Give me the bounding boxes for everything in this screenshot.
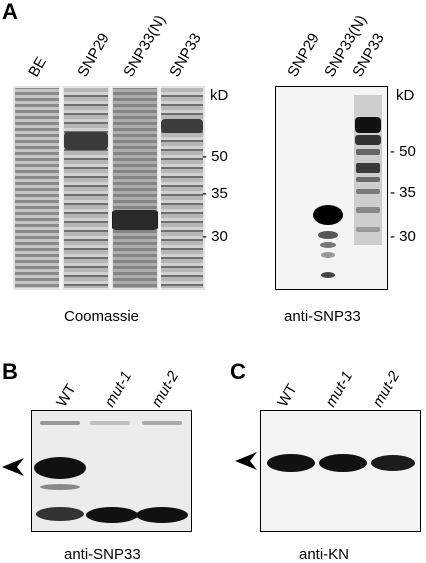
snp33-blot bbox=[275, 86, 388, 290]
gel-lane-snp33n bbox=[113, 88, 157, 288]
panel-c-lane-label-mut2: mut-2 bbox=[369, 368, 404, 410]
gel-marker-35: - 35 bbox=[202, 185, 228, 202]
band-kn-wt bbox=[267, 454, 315, 472]
blot-band-snp33n-minor bbox=[318, 231, 338, 239]
blot-caption: anti-SNP33 bbox=[284, 308, 361, 325]
blot-lane-label-snp29: SNP29 bbox=[284, 30, 323, 80]
coomassie-gel bbox=[13, 86, 205, 290]
panel-b-lane-label-wt: WT bbox=[53, 381, 80, 410]
band-kn-mut2 bbox=[371, 455, 415, 471]
band-top-wt bbox=[40, 421, 80, 425]
panel-c-caption: anti-KN bbox=[299, 546, 350, 563]
blot-band-snp33n-main bbox=[313, 205, 343, 225]
gel-caption: Coomassie bbox=[64, 308, 140, 325]
anti-snp33-mutant-blot bbox=[31, 410, 192, 532]
anti-kn-blot bbox=[260, 410, 421, 532]
gel-lane-label-be: BE bbox=[25, 54, 51, 80]
band-loading-mut2 bbox=[136, 507, 188, 523]
band-snp33-wt bbox=[34, 457, 86, 479]
band-loading-wt bbox=[36, 507, 84, 521]
panel-c-lane-label-mut1: mut-1 bbox=[322, 368, 357, 410]
blot-marker-35: - 35 bbox=[390, 184, 416, 201]
arrow-icon bbox=[2, 458, 24, 476]
gel-lane-be bbox=[15, 88, 59, 288]
blot-kd-label: kD bbox=[396, 87, 415, 104]
panel-c-letter: C bbox=[230, 359, 246, 384]
panel-b-letter: B bbox=[2, 359, 18, 384]
gel-kd-label: kD bbox=[210, 87, 229, 104]
gel-band-snp33n bbox=[111, 210, 159, 230]
gel-marker-50: - 50 bbox=[202, 148, 228, 165]
panel-b-caption: anti-SNP33 bbox=[64, 546, 141, 563]
gel-lane-label-snp29: SNP29 bbox=[74, 30, 113, 80]
panel-a-letter: A bbox=[2, 0, 18, 24]
panel-c-lane-label-wt: WT bbox=[274, 381, 301, 410]
blot-marker-30: - 30 bbox=[390, 228, 416, 245]
band-loading-mut1 bbox=[86, 507, 138, 523]
arrow-icon bbox=[235, 452, 257, 470]
gel-marker-30: - 30 bbox=[202, 228, 228, 245]
gel-lane-label-snp33n: SNP33(N) bbox=[120, 12, 170, 81]
band-kn-mut1 bbox=[319, 454, 367, 472]
panel-b-lane-label-mut1: mut-1 bbox=[101, 368, 136, 410]
gel-lane-snp29 bbox=[64, 88, 108, 288]
blot-marker-50: - 50 bbox=[390, 143, 416, 160]
gel-band-snp29 bbox=[64, 132, 108, 150]
gel-lane-label-snp33: SNP33 bbox=[166, 30, 205, 80]
gel-band-snp33 bbox=[161, 119, 203, 133]
gel-lane-snp33 bbox=[161, 88, 203, 288]
panel-b-lane-label-mut2: mut-2 bbox=[148, 368, 183, 410]
